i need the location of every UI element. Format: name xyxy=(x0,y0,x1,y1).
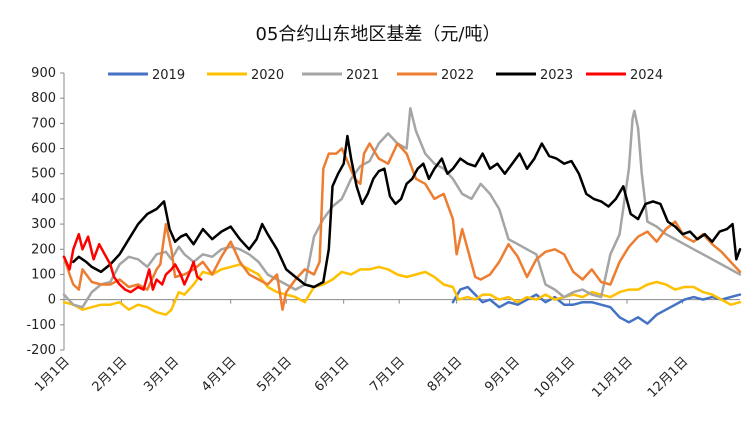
series-line-2023 xyxy=(72,134,742,289)
x-tick-label: 10月1日 xyxy=(532,354,579,401)
legend-label-2020: 2020 xyxy=(251,68,284,83)
y-tick-label: 300 xyxy=(31,217,56,232)
x-tick-label: 3月1日 xyxy=(141,354,182,395)
x-tick-label: 7月1日 xyxy=(367,354,408,395)
x-tick-label: 11月1日 xyxy=(589,354,636,401)
y-tick-label: 500 xyxy=(31,167,56,182)
series-line-2019 xyxy=(451,285,742,325)
legend-label-2021: 2021 xyxy=(346,68,379,83)
legend-label-2023: 2023 xyxy=(540,68,573,83)
y-axis: -200 -100 0 100 200 300 400 500 600 700 800 900 xyxy=(26,66,65,358)
y-tick-label: 0 xyxy=(48,293,56,308)
series-layer xyxy=(62,107,742,325)
series-line-2021 xyxy=(62,107,742,309)
y-tick-label: 700 xyxy=(31,116,56,131)
series-line-2024 xyxy=(62,232,203,294)
y-tick-label: 800 xyxy=(31,91,56,106)
y-tick-label: -200 xyxy=(26,343,56,358)
x-tick-label: 8月1日 xyxy=(425,354,466,395)
x-tick-label: 12月1日 xyxy=(645,354,692,401)
legend-label-2019: 2019 xyxy=(152,68,185,83)
x-tick-label: 6月1日 xyxy=(312,354,353,395)
legend: 2019 2020 2021 2022 2023 2024 xyxy=(108,68,663,83)
series-line-2020 xyxy=(62,263,742,316)
y-tick-label: 200 xyxy=(31,242,56,257)
x-axis: 1月1日 2月1日 3月1日 4月1日 5月1日 6月1日 7月1日 8月1日 9月1日 10月1… xyxy=(32,299,740,401)
legend-label-2024: 2024 xyxy=(630,68,663,83)
x-tick-label: 1月1日 xyxy=(32,354,73,395)
y-tick-label: 100 xyxy=(31,267,56,282)
y-tick-label: 400 xyxy=(31,192,56,207)
x-tick-label: 9月1日 xyxy=(482,354,523,395)
chart-title: 05合约山东地区基差（元/吨） xyxy=(256,24,501,45)
y-tick-label: 900 xyxy=(31,66,56,81)
x-tick-label: 5月1日 xyxy=(254,354,295,395)
y-tick-label: -100 xyxy=(26,318,56,333)
legend-label-2022: 2022 xyxy=(441,68,474,83)
x-tick-label: 2月1日 xyxy=(90,354,131,395)
x-tick-label: 4月1日 xyxy=(199,354,240,395)
y-tick-label: 600 xyxy=(31,142,56,157)
series-line-2022 xyxy=(62,142,742,311)
